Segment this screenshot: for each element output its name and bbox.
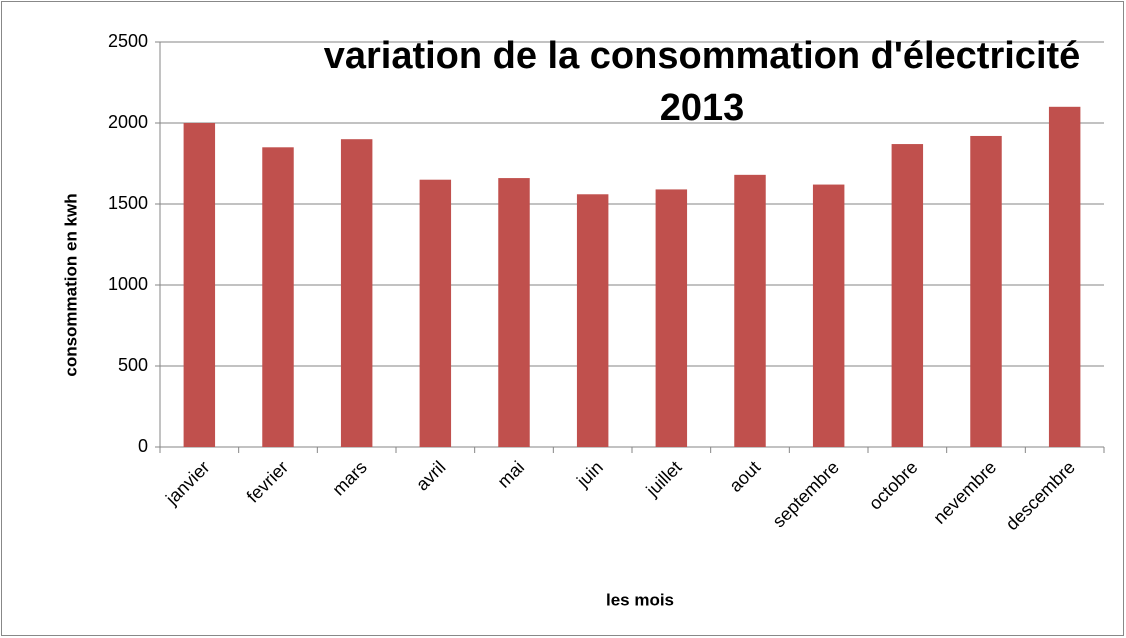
bar [1048,106,1081,448]
x-axis-label: les mois [606,590,674,609]
bar [183,123,216,447]
y-tick-label: 2500 [108,31,148,51]
bar [419,179,452,447]
y-tick-label: 1000 [108,274,148,294]
bar [576,194,609,447]
bar [655,189,688,448]
y-tick-label: 1500 [108,193,148,213]
chart-title: variation de la consommation d'électrici… [323,35,1081,129]
bar [970,135,1002,447]
bar [498,178,530,447]
bar [340,139,373,447]
y-axis-label: consommation en kwh [61,193,80,376]
y-tick-label: 0 [138,436,148,456]
y-tick-label: 500 [118,355,148,375]
bar [812,184,845,447]
bar [734,174,766,447]
bar [891,144,924,447]
bar [262,147,294,448]
y-tick-label: 2000 [108,112,148,132]
